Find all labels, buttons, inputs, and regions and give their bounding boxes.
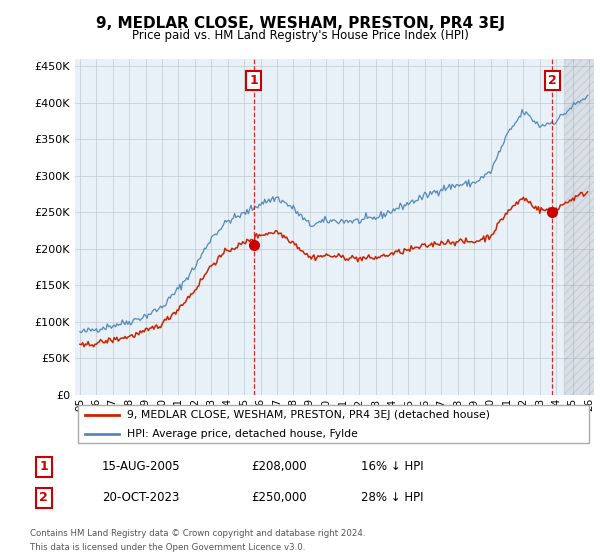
Text: £208,000: £208,000: [251, 460, 307, 473]
Text: HPI: Average price, detached house, Fylde: HPI: Average price, detached house, Fyld…: [127, 429, 358, 439]
Text: 9, MEDLAR CLOSE, WESHAM, PRESTON, PR4 3EJ (detached house): 9, MEDLAR CLOSE, WESHAM, PRESTON, PR4 3E…: [127, 409, 490, 419]
Text: 1: 1: [250, 74, 258, 87]
Text: 16% ↓ HPI: 16% ↓ HPI: [361, 460, 424, 473]
Bar: [565, 59, 597, 395]
Text: 9, MEDLAR CLOSE, WESHAM, PRESTON, PR4 3EJ: 9, MEDLAR CLOSE, WESHAM, PRESTON, PR4 3E…: [95, 16, 505, 31]
Text: 2: 2: [548, 74, 556, 87]
Text: This data is licensed under the Open Government Licence v3.0.: This data is licensed under the Open Gov…: [30, 543, 305, 552]
Text: Contains HM Land Registry data © Crown copyright and database right 2024.: Contains HM Land Registry data © Crown c…: [30, 529, 365, 538]
Text: 20-OCT-2023: 20-OCT-2023: [102, 491, 179, 504]
Text: 28% ↓ HPI: 28% ↓ HPI: [361, 491, 424, 504]
Text: Price paid vs. HM Land Registry's House Price Index (HPI): Price paid vs. HM Land Registry's House …: [131, 29, 469, 42]
Text: 1: 1: [40, 460, 48, 473]
FancyBboxPatch shape: [77, 405, 589, 443]
Text: £250,000: £250,000: [251, 491, 307, 504]
Text: 2: 2: [40, 491, 48, 504]
Text: 15-AUG-2005: 15-AUG-2005: [102, 460, 181, 473]
